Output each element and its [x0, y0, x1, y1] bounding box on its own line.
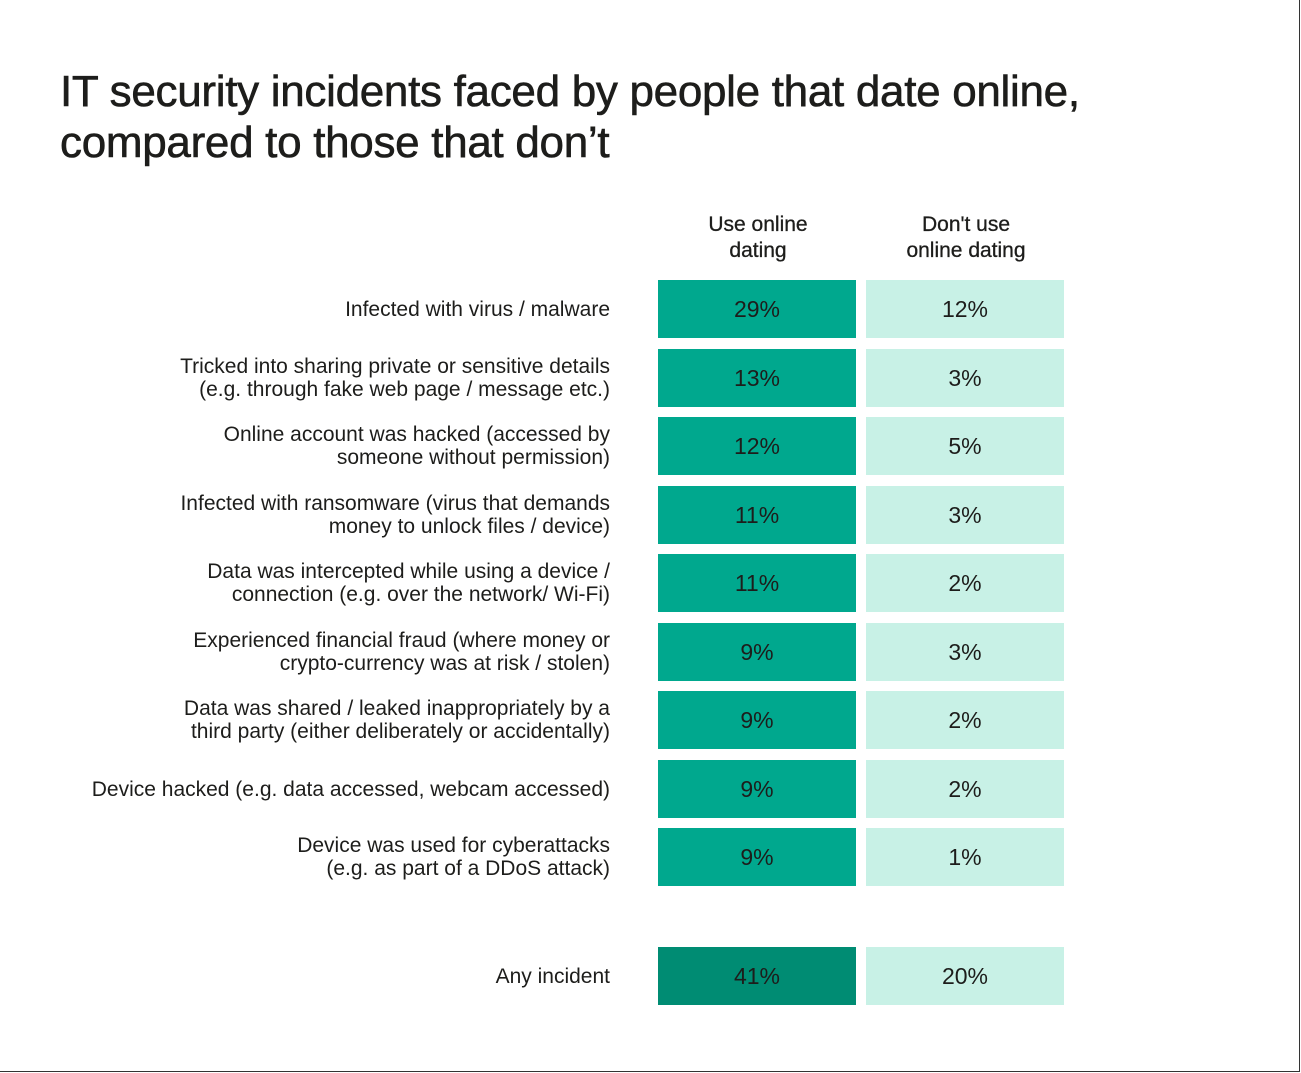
cell-use-online-dating: 13%: [658, 349, 856, 407]
cell-dont-use-online-dating: 3%: [866, 486, 1064, 544]
row-label: Experienced financial fraud (where money…: [193, 629, 610, 675]
total-row-label: Any incident: [495, 964, 610, 988]
row-label: Device hacked (e.g. data accessed, webca…: [91, 777, 610, 801]
cell-dont-use-online-dating: 1%: [866, 828, 1064, 886]
row-label: Online account was hacked (accessed by s…: [223, 423, 610, 469]
cell-dont-use-online-dating: 12%: [866, 280, 1064, 338]
cell-use-online-dating: 11%: [658, 486, 856, 544]
cell-use-online-dating: 9%: [658, 760, 856, 818]
total-cell-use-online-dating: 41%: [658, 947, 856, 1005]
row-label: Infected with virus / malware: [345, 297, 610, 321]
row-label: Data was shared / leaked inappropriately…: [183, 697, 610, 743]
cell-dont-use-online-dating: 2%: [866, 554, 1064, 612]
cell-use-online-dating: 9%: [658, 828, 856, 886]
total-cell-dont-use-online-dating: 20%: [866, 947, 1064, 1005]
cell-use-online-dating: 9%: [658, 623, 856, 681]
cell-use-online-dating: 9%: [658, 691, 856, 749]
chart-title: IT security incidents faced by people th…: [60, 67, 1081, 168]
cell-use-online-dating: 12%: [658, 417, 856, 475]
cell-dont-use-online-dating: 5%: [866, 417, 1064, 475]
cell-dont-use-online-dating: 3%: [866, 349, 1064, 407]
cell-dont-use-online-dating: 2%: [866, 760, 1064, 818]
cell-dont-use-online-dating: 2%: [866, 691, 1064, 749]
cell-dont-use-online-dating: 3%: [866, 623, 1064, 681]
row-label: Device was used for cyberattacks (e.g. a…: [297, 834, 610, 880]
row-label: Data was intercepted while using a devic…: [207, 560, 610, 606]
cell-use-online-dating: 29%: [658, 280, 856, 338]
column-header-dont-use-online-dating: Don't use online dating: [906, 213, 1026, 262]
row-label: Infected with ransomware (virus that dem…: [180, 492, 610, 538]
row-label: Tricked into sharing private or sensitiv…: [180, 355, 610, 401]
cell-use-online-dating: 11%: [658, 554, 856, 612]
column-header-use-online-dating: Use online dating: [708, 213, 808, 262]
